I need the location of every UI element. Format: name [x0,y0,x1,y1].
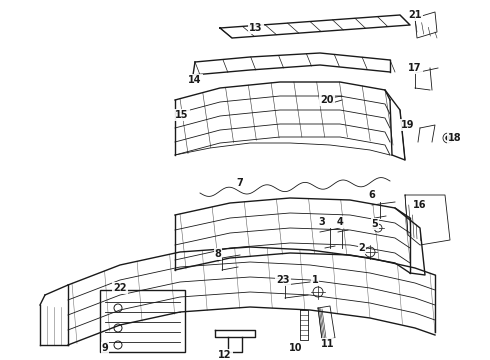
Text: 3: 3 [318,217,325,227]
Text: 23: 23 [276,275,290,285]
Text: 7: 7 [237,178,244,188]
Bar [100,290,185,352]
Text: 22: 22 [113,283,127,293]
Text: 6: 6 [368,190,375,200]
Text: 21: 21 [408,10,422,20]
Polygon shape [175,198,410,273]
Polygon shape [415,12,437,38]
Text: 17: 17 [408,63,422,73]
Text: 15: 15 [175,110,189,120]
Text: 1: 1 [312,275,318,285]
Text: 4: 4 [337,217,343,227]
Text: 19: 19 [401,120,415,130]
Text: 12: 12 [218,350,232,360]
Polygon shape [68,247,435,345]
Text: 18: 18 [448,133,462,143]
Polygon shape [405,195,450,245]
Polygon shape [220,15,400,38]
Text: 11: 11 [321,339,335,349]
Text: 10: 10 [289,343,303,353]
Text: 8: 8 [215,249,221,259]
Circle shape [446,136,450,140]
Text: 2: 2 [359,243,366,253]
Text: 16: 16 [413,200,427,210]
Text: 20: 20 [320,95,334,105]
Text: 14: 14 [188,75,202,85]
Text: 5: 5 [371,219,378,229]
Text: 13: 13 [249,23,263,33]
Text: 9: 9 [101,343,108,353]
